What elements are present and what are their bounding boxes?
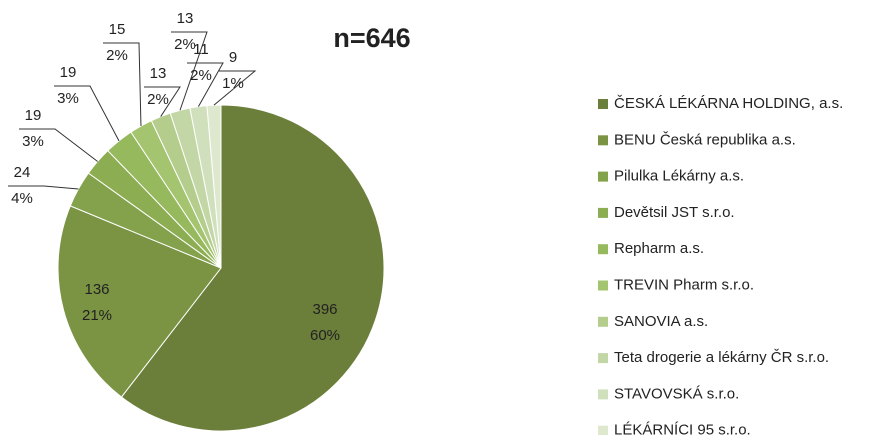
legend-swatch: [598, 171, 608, 182]
leader-line: [187, 62, 224, 107]
legend-swatch: [598, 99, 608, 109]
legend-label: BENU Česká republika a.s.: [614, 131, 796, 148]
data-label: 396: [312, 301, 337, 318]
leader-line: [8, 185, 79, 190]
leader-line: [213, 70, 257, 106]
legend-swatch: [598, 353, 608, 364]
legend-label: ČESKÁ LÉKÁRNA HOLDING, a.s.: [614, 95, 843, 112]
data-label-percent: 4%: [11, 190, 33, 207]
legend-swatch: [598, 207, 608, 218]
data-label-percent: 60%: [310, 327, 340, 344]
data-label-percent: 2%: [190, 67, 212, 84]
legend-label: LÉKÁRNÍCI 95 s.r.o.: [614, 422, 751, 435]
data-label: 13: [150, 65, 167, 82]
leader-line: [54, 85, 120, 142]
legend-swatch: [598, 280, 608, 291]
data-label-percent: 2%: [174, 36, 196, 53]
legend-label: Teta drogerie a lékárny ČR s.r.o.: [614, 349, 829, 366]
legend-swatch: [598, 425, 608, 435]
leader-line: [19, 128, 98, 162]
legend-label: Repharm a.s.: [614, 240, 704, 257]
data-label-percent: 21%: [82, 307, 112, 324]
data-label-percent: 3%: [57, 90, 79, 107]
legend-swatch: [598, 135, 608, 146]
data-label: 9: [229, 49, 237, 66]
data-label: 11: [193, 41, 209, 58]
data-label: 13: [177, 10, 194, 27]
legend-label: Pilulka Lékárny a.s.: [614, 168, 744, 185]
data-label-percent: 2%: [147, 91, 169, 108]
legend-label: Devětsil JST s.r.o.: [614, 204, 735, 221]
chart-title: n=646: [333, 23, 410, 53]
data-label: 136: [84, 281, 109, 298]
legend-label: STAVOVSKÁ s.r.o.: [614, 385, 739, 402]
data-label: 15: [109, 21, 126, 38]
leader-line: [171, 31, 208, 111]
leader-line: [103, 42, 142, 127]
legend-label: SANOVIA a.s.: [614, 313, 708, 330]
data-label: 19: [25, 107, 42, 124]
legend-swatch: [598, 316, 608, 327]
data-label: 19: [60, 64, 77, 81]
data-label-percent: 1%: [222, 75, 244, 92]
data-label-percent: 2%: [106, 47, 128, 64]
pie-slice: [120, 104, 385, 432]
legend-swatch: [598, 244, 608, 255]
legend-label: TREVIN Pharm s.r.o.: [614, 276, 754, 293]
leader-line: [144, 86, 181, 117]
pie-slice: [57, 205, 222, 398]
data-label-percent: 3%: [22, 133, 44, 150]
legend-swatch: [598, 389, 608, 400]
data-label: 24: [14, 164, 31, 181]
